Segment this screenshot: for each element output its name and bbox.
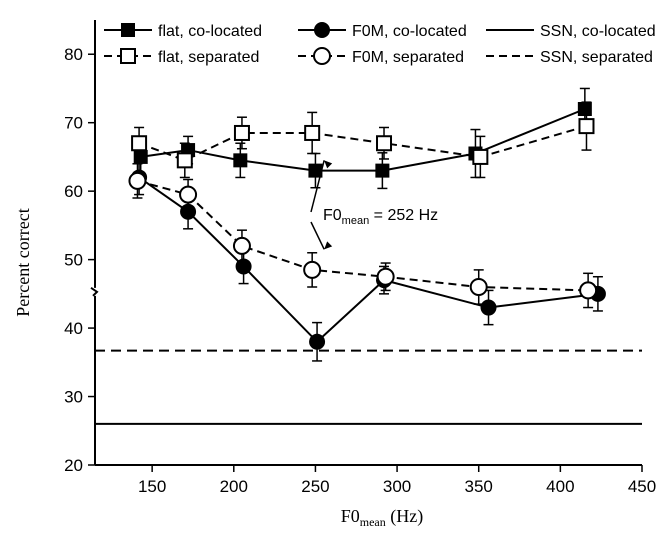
axis-break-mark xyxy=(90,287,99,297)
y-tick-label: 20 xyxy=(64,456,83,475)
data-point xyxy=(480,299,497,316)
series-line xyxy=(140,108,586,172)
data-point xyxy=(308,163,323,178)
legend-label: F0M, separated xyxy=(352,49,464,66)
data-point xyxy=(120,48,136,64)
axes-layer: 20 30 40 50 60 70 80 150 200 250 300 350 400 450 F0mea… xyxy=(13,20,656,529)
legend-entry: flat, separated xyxy=(104,48,259,66)
data-point xyxy=(176,152,193,169)
legend-entry: F0M, separated xyxy=(298,47,464,66)
legend-label: flat, separated xyxy=(158,49,259,66)
x-axis-label: F0mean (Hz) xyxy=(341,506,424,529)
series xyxy=(128,163,598,309)
legend-entry: F0M, co-located xyxy=(298,22,467,40)
series xyxy=(133,87,592,190)
data-point xyxy=(131,135,148,152)
legend-label: SSN, co-located xyxy=(540,23,656,40)
data-point xyxy=(313,47,331,65)
y-tick-label: 50 xyxy=(64,251,83,270)
data-point xyxy=(304,124,321,141)
data-point xyxy=(376,135,393,152)
annotation-label: F0mean = 252 Hz xyxy=(323,207,438,227)
annotation-layer: F0mean = 252 Hz xyxy=(310,160,438,250)
data-point xyxy=(314,22,330,38)
data-point xyxy=(376,267,395,286)
legend-label: F0M, co-located xyxy=(352,23,467,40)
data-point xyxy=(303,260,322,279)
legend-label: SSN, separated xyxy=(540,49,653,66)
y-tick-label: 30 xyxy=(64,388,83,407)
x-tick-label: 150 xyxy=(138,477,166,496)
y-tick-label: 60 xyxy=(64,182,83,201)
data-point xyxy=(309,333,326,350)
series xyxy=(131,101,595,179)
annotation-arrow xyxy=(310,160,325,213)
arrow-head xyxy=(324,160,333,169)
data-point xyxy=(375,163,390,178)
series-line xyxy=(138,176,599,344)
legend-entry: SSN, co-located xyxy=(486,23,656,40)
y-axis-label: Percent correct xyxy=(13,208,33,316)
data-point xyxy=(180,203,197,220)
x-tick-label: 450 xyxy=(628,477,656,496)
legend: flat, co-located flat, separated F0M, co-l… xyxy=(104,22,656,66)
x-tick-label: 350 xyxy=(465,477,493,496)
y-tick-label: 70 xyxy=(64,114,83,133)
series xyxy=(131,159,606,362)
series-layer xyxy=(95,87,642,425)
data-point xyxy=(469,278,488,296)
data-point xyxy=(233,124,250,141)
legend-label: flat, co-located xyxy=(158,23,262,40)
data-point xyxy=(578,118,595,135)
data-point xyxy=(579,281,598,300)
data-point xyxy=(233,153,248,168)
legend-entry: flat, co-located xyxy=(104,23,262,40)
x-tick-label: 400 xyxy=(546,477,574,496)
series-line xyxy=(138,125,587,162)
arrow-head xyxy=(324,241,333,250)
x-tick-label: 250 xyxy=(301,477,329,496)
data-point xyxy=(128,171,147,190)
x-tick-label: 300 xyxy=(383,477,411,496)
data-point xyxy=(235,258,252,275)
y-tick-label: 80 xyxy=(64,45,83,64)
y-tick-label: 40 xyxy=(64,319,83,338)
data-point xyxy=(577,102,592,116)
data-point xyxy=(121,23,135,37)
data-point xyxy=(232,236,251,255)
x-tick-label: 200 xyxy=(220,477,248,496)
data-point xyxy=(472,148,489,165)
legend-entry: SSN, separated xyxy=(486,49,653,66)
annotation-arrow xyxy=(310,221,325,250)
data-point xyxy=(179,185,198,204)
data-point xyxy=(133,149,148,164)
series-line xyxy=(137,179,589,292)
